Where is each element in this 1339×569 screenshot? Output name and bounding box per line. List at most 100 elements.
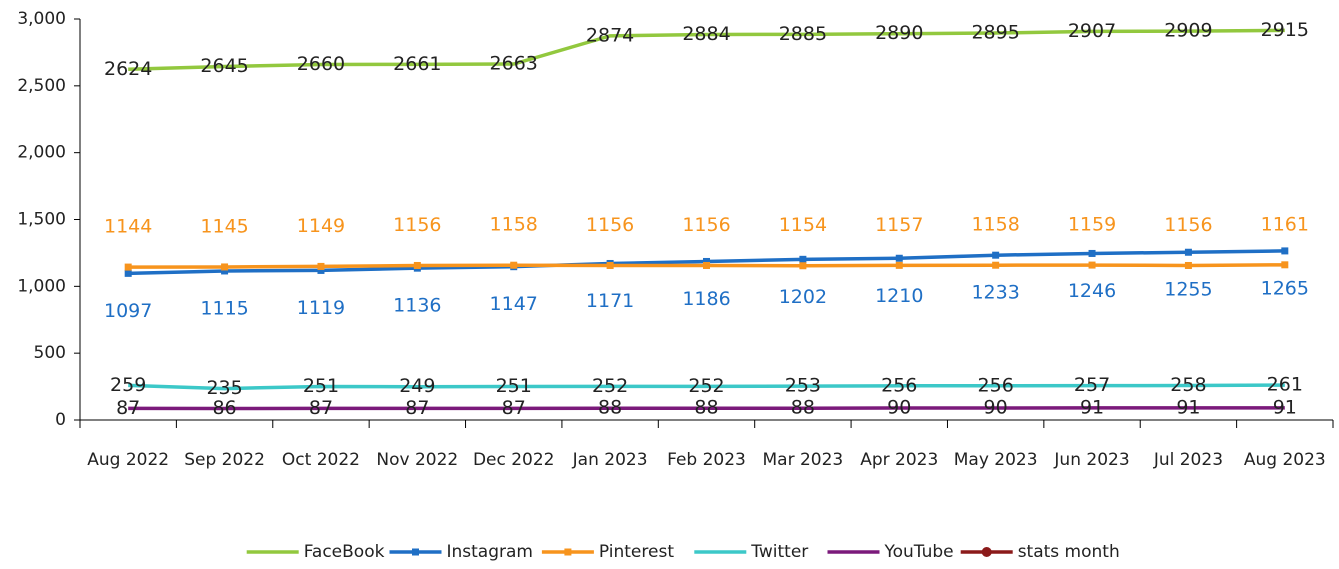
data-label: 2907 [1068, 20, 1116, 42]
data-label: 1147 [490, 293, 538, 315]
point-marker [124, 263, 132, 271]
point-marker [1184, 248, 1192, 256]
data-label: 2915 [1261, 19, 1309, 41]
data-label: 91 [1080, 396, 1104, 418]
x-tick-label: Jan 2023 [572, 450, 648, 470]
data-label: 256 [881, 374, 917, 396]
point-marker [799, 262, 807, 270]
point-marker [317, 266, 325, 274]
x-tick-label: Mar 2023 [763, 450, 844, 470]
x-tick-label: Jul 2023 [1153, 450, 1223, 470]
data-label: 91 [1273, 396, 1297, 418]
data-label: 1157 [875, 214, 923, 236]
series-line [128, 383, 1285, 391]
data-label: 2624 [104, 58, 152, 80]
data-label: 86 [212, 397, 236, 419]
data-label: 1149 [297, 215, 345, 237]
point-marker [703, 261, 710, 269]
data-label: 2884 [682, 23, 730, 45]
data-label: 235 [206, 377, 242, 399]
x-tick-label: Nov 2022 [376, 450, 458, 470]
point-marker [124, 269, 132, 277]
data-label: 1265 [1261, 277, 1309, 299]
data-label: 1171 [586, 290, 634, 312]
data-label: 1145 [200, 215, 248, 237]
data-label: 252 [592, 375, 628, 397]
legend-label: YouTube [884, 542, 954, 562]
legend-label: Instagram [447, 542, 534, 562]
x-tick-label: Aug 2023 [1244, 450, 1326, 470]
data-label: 2663 [490, 53, 538, 75]
data-label: 88 [694, 397, 718, 419]
data-label: 1246 [1068, 280, 1116, 302]
data-label: 88 [791, 397, 815, 419]
data-label: 252 [688, 375, 724, 397]
point-marker [992, 251, 1000, 259]
data-label: 87 [502, 397, 526, 419]
data-label: 90 [887, 396, 911, 418]
data-label: 1156 [682, 214, 730, 236]
point-marker [606, 261, 614, 269]
point-marker [992, 261, 1000, 269]
data-label: 87 [309, 397, 333, 419]
y-tick-label: 1,000 [17, 276, 66, 296]
y-tick-label: 500 [34, 343, 66, 363]
point-marker [221, 263, 229, 271]
y-tick-label: 3,000 [17, 9, 66, 29]
data-label: 91 [1176, 396, 1200, 418]
data-label: 251 [496, 375, 532, 397]
point-marker [1281, 261, 1289, 269]
data-label: 1210 [875, 285, 923, 307]
point-marker [510, 261, 518, 269]
data-label: 1255 [1164, 279, 1212, 301]
y-tick-label: 0 [55, 410, 66, 430]
data-label: 2874 [586, 24, 634, 46]
point-marker [1088, 249, 1096, 257]
data-label: 1097 [104, 300, 152, 322]
y-tick-label: 1,500 [17, 210, 66, 230]
x-tick-label: May 2023 [954, 450, 1038, 470]
point-marker [1088, 261, 1096, 269]
x-tick-label: Oct 2022 [282, 450, 360, 470]
data-label: 251 [303, 375, 339, 397]
data-label: 1156 [1164, 214, 1212, 236]
data-label: 258 [1170, 374, 1206, 396]
data-label: 87 [116, 397, 140, 419]
data-label: 2661 [393, 53, 441, 75]
x-tick-label: Sep 2022 [184, 450, 265, 470]
legend-label: Twitter [750, 542, 808, 562]
data-label: 1158 [971, 214, 1019, 236]
data-label: 2895 [971, 22, 1019, 44]
x-tick-label: Jun 2023 [1053, 450, 1129, 470]
data-label: 257 [1074, 374, 1110, 396]
data-label: 1154 [779, 214, 827, 236]
data-label: 87 [405, 397, 429, 419]
x-tick-label: Dec 2022 [473, 450, 555, 470]
data-label: 1144 [104, 216, 152, 238]
data-label: 2885 [779, 23, 827, 45]
point-marker [317, 262, 325, 270]
data-label: 1158 [490, 214, 538, 236]
data-label: 261 [1267, 374, 1303, 396]
point-marker [221, 267, 229, 275]
data-label: 2909 [1164, 20, 1212, 42]
data-label: 259 [110, 374, 146, 396]
point-marker [1281, 247, 1289, 255]
data-label: 2645 [200, 55, 248, 77]
data-label: 1159 [1068, 214, 1116, 236]
data-label: 90 [984, 396, 1008, 418]
data-label: 1136 [393, 295, 441, 317]
data-label: 256 [978, 374, 1014, 396]
data-label: 1156 [393, 214, 441, 236]
legend-marker [564, 548, 572, 556]
data-label: 253 [785, 375, 821, 397]
data-label: 1156 [586, 214, 634, 236]
x-tick-label: Feb 2023 [667, 450, 746, 470]
data-label: 1161 [1261, 213, 1309, 235]
point-marker [895, 261, 903, 269]
legend-label: Pinterest [599, 542, 674, 562]
y-tick-label: 2,500 [17, 76, 66, 96]
data-label: 1202 [779, 286, 827, 308]
data-label: 1119 [297, 297, 345, 319]
legend-marker [412, 548, 419, 556]
